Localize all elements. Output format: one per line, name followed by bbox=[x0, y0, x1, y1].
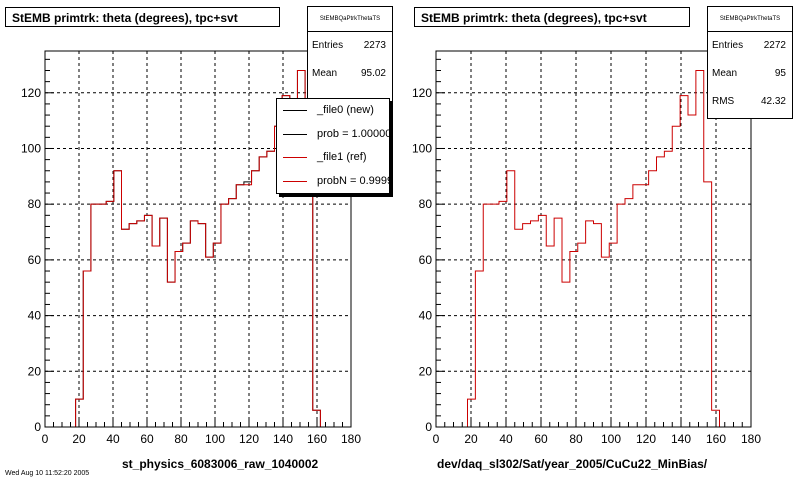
panel-1-ytick-label-0: 0 bbox=[34, 420, 41, 434]
legend-swatch-ref bbox=[283, 157, 307, 158]
panel-1-ytick-label-40: 40 bbox=[28, 309, 42, 323]
legend-swatch-probn bbox=[283, 180, 307, 182]
panel-1-xtick-label-180: 180 bbox=[341, 432, 361, 446]
panel-1-ytick-label-80: 80 bbox=[28, 197, 42, 211]
panel-2-rms-value: 42.32 bbox=[760, 96, 786, 107]
panel-1-xtick-label-80: 80 bbox=[174, 432, 188, 446]
panel-1-stats-entries-row: Entries 2273 bbox=[308, 32, 392, 60]
legend-swatch-prob bbox=[283, 133, 307, 135]
legend-entry-prob: prob = 1.000000 bbox=[277, 123, 389, 147]
legend-entry-probn: probN = 0.999933 bbox=[277, 170, 389, 194]
panel-1-entries-value: 2273 bbox=[363, 40, 386, 51]
panel-2-series bbox=[436, 69, 751, 428]
panel-2-xlabel: dev/daq_sl302/Sat/year_2005/CuCu22_MinBi… bbox=[437, 457, 708, 471]
panel-1-xtick-label-0: 0 bbox=[42, 432, 49, 446]
panel-2-mean-value: 95 bbox=[774, 68, 786, 79]
panel-2-title: StEMB primtrk: theta (degrees), tpc+svt bbox=[414, 7, 690, 27]
panel-2-ytick-label-40: 40 bbox=[419, 309, 433, 323]
legend-label-probn: probN = 0.999933 bbox=[317, 174, 389, 187]
panel-2-stats-entries-row: Entries 2272 bbox=[708, 32, 792, 60]
panel-1-ytick-label-60: 60 bbox=[28, 253, 42, 267]
panel-2-ytick-label-20: 20 bbox=[419, 364, 433, 378]
panel-1-xtick-label-60: 60 bbox=[140, 432, 154, 446]
panel-1-xtick-label-20: 20 bbox=[72, 432, 86, 446]
panel-2-stats-rms-row: RMS 42.32 bbox=[708, 88, 792, 116]
panel-2-xtick-label-100: 100 bbox=[601, 432, 621, 446]
panel-2-xtick-label-140: 140 bbox=[671, 432, 691, 446]
panel-1-xlabel: st_physics_6083006_raw_1040002 bbox=[122, 457, 319, 471]
panel-1-xtick-label-160: 160 bbox=[307, 432, 327, 446]
panel-1-mean-label: Mean bbox=[312, 68, 338, 79]
panel-2-xtick-label-160: 160 bbox=[706, 432, 726, 446]
panel-1-xtick-label-120: 120 bbox=[239, 432, 259, 446]
panel-2-rms-label: RMS bbox=[712, 96, 735, 107]
panel-2-ytick-label-100: 100 bbox=[412, 141, 432, 155]
panel-1-entries-label: Entries bbox=[312, 40, 344, 51]
panel-2-stats-name: StEMBQaPtrkThetaTS bbox=[708, 7, 792, 32]
panel-2-xtick-label-80: 80 bbox=[569, 432, 583, 446]
panel-2-xtick-label-20: 20 bbox=[464, 432, 478, 446]
panel-1-ytick-label-20: 20 bbox=[28, 364, 42, 378]
panel-1-ytick-label-120: 120 bbox=[21, 86, 41, 100]
panel-2-xtick-label-0: 0 bbox=[433, 432, 440, 446]
panel-1-stats-mean-row: Mean 95.02 bbox=[308, 60, 392, 88]
legend-label-ref: _file1 (ref) bbox=[317, 151, 367, 163]
panel-1-xtick-label-100: 100 bbox=[205, 432, 225, 446]
panel-2-mean-label: Mean bbox=[712, 68, 738, 79]
panel-1-mean-value: 95.02 bbox=[360, 68, 386, 79]
panel-2-ytick-label-120: 120 bbox=[412, 86, 432, 100]
legend-entry-ref: _file1 (ref) bbox=[277, 146, 389, 170]
panel-1-ytick-label-100: 100 bbox=[21, 141, 41, 155]
timestamp-footer: Wed Aug 10 11:52:20 2005 bbox=[5, 470, 90, 477]
panel-1-legend: _file0 (new) prob = 1.000000 _file1 (ref… bbox=[276, 98, 390, 194]
panel-2-ytick-label-0: 0 bbox=[425, 420, 432, 434]
panel-1-stats-name: StEMBQaPtrkThetaTS bbox=[308, 7, 392, 32]
legend-label-new: _file0 (new) bbox=[317, 104, 374, 116]
panel-2-xtick-label-60: 60 bbox=[534, 432, 548, 446]
panel-2-xtick-label-40: 40 bbox=[499, 432, 513, 446]
panel-2-ytick-label-80: 80 bbox=[419, 197, 433, 211]
panel-2-entries-label: Entries bbox=[712, 40, 744, 51]
panel-2-xtick-label-120: 120 bbox=[636, 432, 656, 446]
panel-1-title: StEMB primtrk: theta (degrees), tpc+svt bbox=[5, 7, 280, 27]
panel-1-xtick-label-40: 40 bbox=[106, 432, 120, 446]
legend-swatch-new bbox=[283, 110, 307, 111]
panel-2-entries-value: 2272 bbox=[763, 40, 786, 51]
panel-2-stats-box: StEMBQaPtrkThetaTS Entries 2272 Mean 95 … bbox=[707, 6, 793, 119]
panel-1-xtick-label-140: 140 bbox=[273, 432, 293, 446]
legend-label-prob: prob = 1.000000 bbox=[317, 127, 390, 140]
panel-2-ytick-label-60: 60 bbox=[419, 253, 433, 267]
panel-2-xtick-label-180: 180 bbox=[741, 432, 761, 446]
legend-entry-new: _file0 (new) bbox=[277, 99, 389, 123]
panel-2-stats-mean-row: Mean 95 bbox=[708, 60, 792, 88]
